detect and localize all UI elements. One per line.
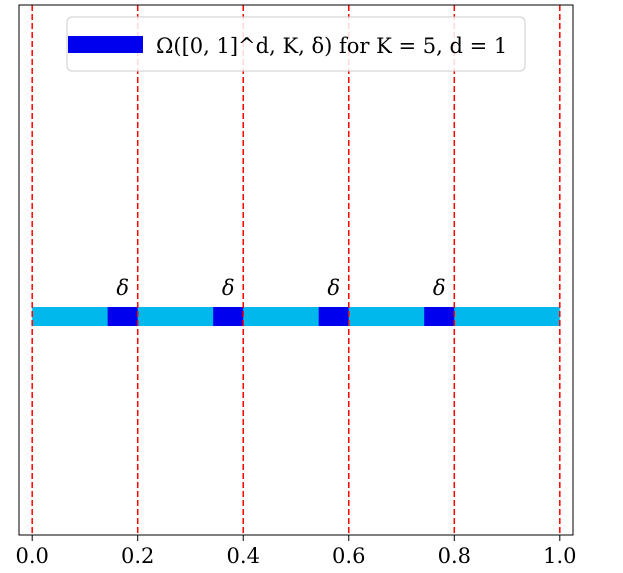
xtick-label-1: 0.2	[121, 544, 154, 568]
omega-segment-3	[318, 307, 349, 326]
xtick-label-0: 0.0	[15, 544, 48, 568]
legend: Ω([0, 1]^d, K, δ) for K = 5, d = 1	[66, 16, 526, 72]
omega-segment-2	[213, 307, 244, 326]
legend-box	[66, 16, 526, 72]
xtick-label-3: 0.6	[332, 544, 365, 568]
legend-swatch	[68, 36, 143, 53]
xtick-label-5: 1.0	[543, 544, 576, 568]
x-axis-ticks: 0.0 0.2 0.4 0.6 0.8 1.0	[15, 535, 577, 568]
legend-label: Ω([0, 1]^d, K, δ) for K = 5, d = 1	[156, 34, 507, 58]
omega-segment-1	[107, 307, 138, 326]
omega-segment-4	[424, 307, 455, 326]
delta-label-2: δ	[222, 276, 235, 300]
plot-frame	[18, 4, 574, 536]
xtick-label-2: 0.4	[227, 544, 260, 568]
delta-label-3: δ	[327, 276, 340, 300]
xtick-label-4: 0.8	[438, 544, 471, 568]
delta-label-1: δ	[116, 276, 129, 300]
delta-label-4: δ	[433, 276, 446, 300]
